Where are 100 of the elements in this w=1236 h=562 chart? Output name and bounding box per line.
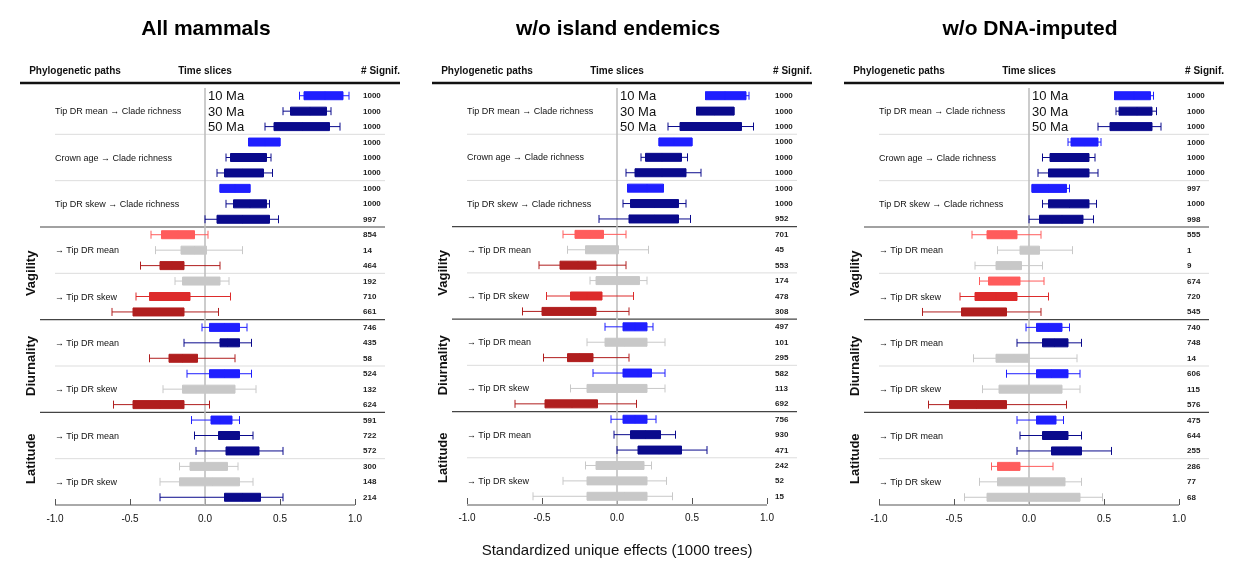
text: 1000 <box>1187 153 1205 162</box>
y-tick-label: Tip DR skew → Clade richness <box>467 198 592 209</box>
x-tick-label: 1.0 <box>760 511 775 523</box>
text: 471 <box>775 445 789 455</box>
text: Diurnality <box>846 335 862 396</box>
text: 14 <box>363 245 372 255</box>
text: 720 <box>1187 292 1201 301</box>
chart-title: w/o DNA-imputed <box>941 16 1118 39</box>
text: 1000 <box>775 91 793 101</box>
text: 295 <box>775 353 789 363</box>
text: Time slices <box>1002 64 1057 76</box>
y-tick-label: → Tip DR mean <box>55 337 120 348</box>
text: 115 <box>1187 384 1200 394</box>
x-tick-label: -1.0 <box>458 511 477 523</box>
text: 748 <box>1187 338 1201 348</box>
text: 464 <box>363 261 377 271</box>
text: 14 <box>1187 353 1196 363</box>
text: 9 <box>1187 261 1192 271</box>
text: 214 <box>363 492 377 502</box>
text: # Signif. <box>361 64 401 76</box>
x-tick-label: 0.0 <box>198 512 213 524</box>
text: 740 <box>1187 322 1201 332</box>
text: 148 <box>363 477 377 487</box>
text: 242 <box>775 460 789 470</box>
text: 1000 <box>363 199 381 209</box>
text: 1000 <box>363 137 381 147</box>
text: 15 <box>775 491 784 501</box>
text: Vagility <box>434 249 450 296</box>
text: 286 <box>1187 461 1201 471</box>
y-tick-label: → Tip DR mean <box>879 430 944 441</box>
text: 1000 <box>1187 122 1205 132</box>
text: 77 <box>1187 477 1196 487</box>
y-tick-label: Crown age → Clade richness <box>467 152 585 163</box>
text: 52 <box>775 476 784 486</box>
text: 1000 <box>1187 168 1205 178</box>
annotation: 30 Ma <box>208 103 245 119</box>
chart-title: All mammals <box>141 16 271 39</box>
text: 1000 <box>1187 106 1205 116</box>
x-tick-label: 0.0 <box>1022 512 1037 524</box>
y-tick-label: → Tip DR skew <box>879 384 942 395</box>
text: Diurnality <box>434 334 450 396</box>
annotation: 50 Ma <box>1032 119 1069 135</box>
x-tick-label: -1.0 <box>870 512 889 524</box>
text: 478 <box>775 291 789 301</box>
text: 1000 <box>775 168 793 178</box>
text: 255 <box>1187 446 1201 456</box>
text: 1000 <box>363 122 381 132</box>
text: 1000 <box>363 168 381 178</box>
text: 997 <box>1187 183 1201 193</box>
text: 497 <box>775 322 789 332</box>
text: 1 <box>1187 245 1192 255</box>
y-tick-label: Tip DR mean → Clade richness <box>879 106 1006 117</box>
y-tick-label: → Tip DR skew <box>55 384 118 395</box>
text: Latitude <box>22 433 38 484</box>
y-tick-label: Tip DR skew → Clade richness <box>879 198 1004 209</box>
text: 572 <box>363 446 377 456</box>
text: 545 <box>1187 307 1201 317</box>
text: 756 <box>775 414 789 424</box>
text: 854 <box>363 230 377 240</box>
text: Phylogenetic paths <box>853 64 946 76</box>
text: 174 <box>775 276 789 286</box>
text: 58 <box>363 353 372 363</box>
text: 624 <box>363 400 377 410</box>
text: Vagility <box>22 249 38 297</box>
text: Latitude <box>846 433 862 484</box>
y-tick-label: Crown age → Clade richness <box>879 152 997 163</box>
text: 435 <box>363 338 377 348</box>
text: 1000 <box>363 106 381 116</box>
text: 1000 <box>775 152 793 162</box>
y-tick-label: → Tip DR mean <box>55 245 120 256</box>
y-tick-label: → Tip DR skew <box>879 476 942 487</box>
text: 674 <box>1187 276 1201 286</box>
text: Diurnality <box>22 335 38 396</box>
text: 553 <box>775 260 789 270</box>
text: # Signif. <box>1185 64 1225 76</box>
text: 132 <box>363 384 377 394</box>
text: Phylogenetic paths <box>441 64 534 76</box>
chart-title: w/o island endemics <box>514 16 721 39</box>
text: 591 <box>363 415 377 425</box>
text: 101 <box>775 337 789 347</box>
text: 1000 <box>775 137 793 147</box>
text: 701 <box>775 229 789 239</box>
y-tick-label: Crown age → Clade richness <box>55 152 173 163</box>
y-tick-label: Tip DR mean → Clade richness <box>55 106 182 117</box>
annotation: 30 Ma <box>1032 103 1069 119</box>
annotation: 10 Ma <box>1032 88 1069 104</box>
y-tick-label: → Tip DR mean <box>467 244 532 255</box>
y-tick-label: → Tip DR mean <box>55 430 120 441</box>
text: 998 <box>1187 214 1201 224</box>
text: 1000 <box>363 91 381 101</box>
annotation: 10 Ma <box>208 88 245 104</box>
text: 1000 <box>1187 137 1205 147</box>
y-tick-label: → Tip DR skew <box>467 475 530 486</box>
y-tick-label: → Tip DR mean <box>879 245 944 256</box>
y-tick-label: → Tip DR mean <box>467 337 532 348</box>
text: 524 <box>363 369 377 379</box>
text: 300 <box>363 461 377 471</box>
annotation: 10 Ma <box>620 88 657 104</box>
y-tick-label: → Tip DR mean <box>467 429 532 440</box>
text: 113 <box>775 383 788 393</box>
